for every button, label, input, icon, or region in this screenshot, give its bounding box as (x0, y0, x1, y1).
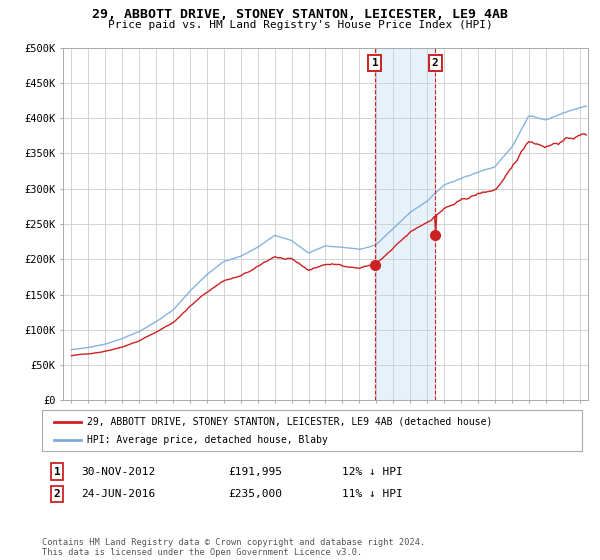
Text: 24-JUN-2016: 24-JUN-2016 (81, 489, 155, 499)
Text: £235,000: £235,000 (228, 489, 282, 499)
Text: Contains HM Land Registry data © Crown copyright and database right 2024.
This d: Contains HM Land Registry data © Crown c… (42, 538, 425, 557)
Text: 29, ABBOTT DRIVE, STONEY STANTON, LEICESTER, LE9 4AB: 29, ABBOTT DRIVE, STONEY STANTON, LEICES… (92, 8, 508, 21)
Text: 11% ↓ HPI: 11% ↓ HPI (342, 489, 403, 499)
Bar (375, 48, 435, 400)
Text: 30-NOV-2012: 30-NOV-2012 (81, 466, 155, 477)
Text: HPI: Average price, detached house, Blaby: HPI: Average price, detached house, Blab… (87, 435, 328, 445)
Text: £191,995: £191,995 (228, 466, 282, 477)
Text: 2: 2 (432, 58, 439, 68)
Text: 1: 1 (53, 466, 61, 477)
Text: Price paid vs. HM Land Registry's House Price Index (HPI): Price paid vs. HM Land Registry's House … (107, 20, 493, 30)
Text: 2: 2 (53, 489, 61, 499)
Text: 1: 1 (371, 58, 379, 68)
Text: 29, ABBOTT DRIVE, STONEY STANTON, LEICESTER, LE9 4AB (detached house): 29, ABBOTT DRIVE, STONEY STANTON, LEICES… (87, 417, 493, 427)
Text: 12% ↓ HPI: 12% ↓ HPI (342, 466, 403, 477)
